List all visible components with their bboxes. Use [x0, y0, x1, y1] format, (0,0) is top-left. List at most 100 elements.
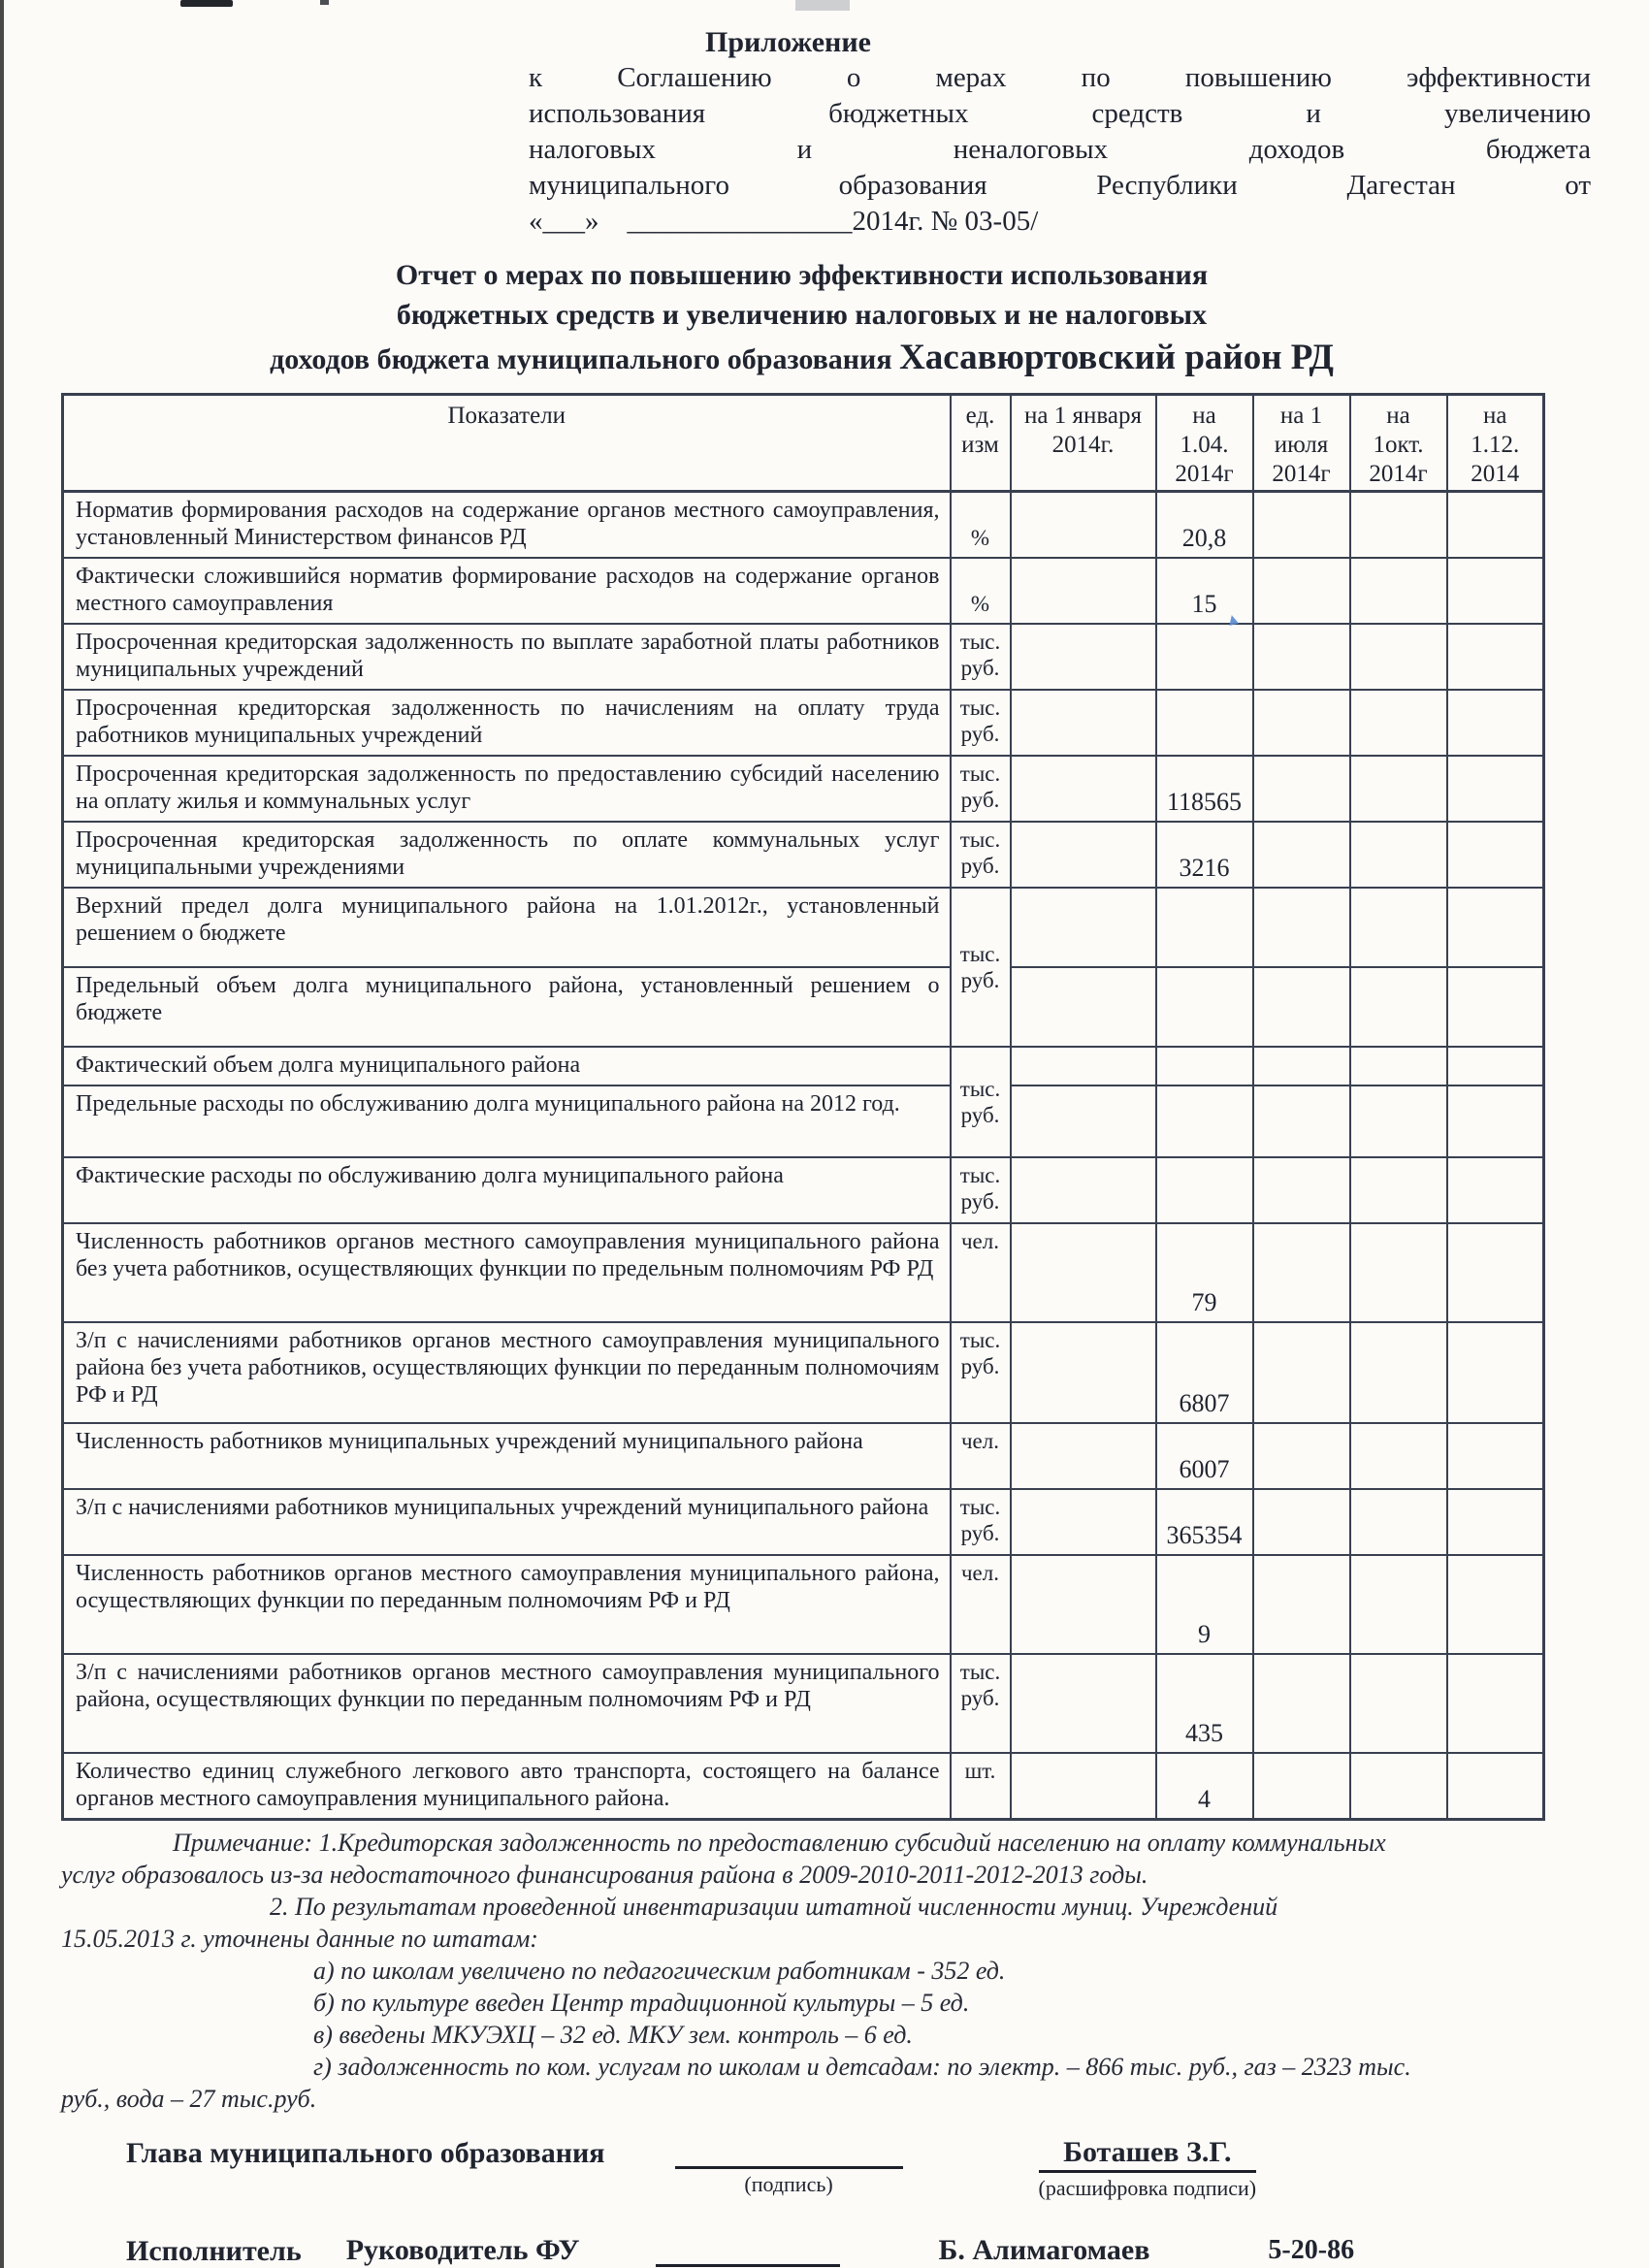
appendix-line: муниципального образования Республики Да…	[529, 170, 1591, 201]
table-row: Верхний предел долга муниципального райо…	[61, 887, 1545, 1048]
value-cell	[1445, 887, 1545, 968]
value-cell	[1154, 689, 1254, 757]
head-signature-slot: (подпись)	[674, 2136, 903, 2197]
table-row: Фактически сложившийся норматив формиров…	[61, 557, 1545, 625]
value-cell	[1445, 1156, 1545, 1224]
value-cell	[1445, 821, 1545, 889]
row-unit: тыс. руб.	[949, 623, 1012, 691]
scan-top-artifact	[795, 0, 850, 11]
row-label: Просроченная кредиторская задолженность …	[61, 689, 952, 757]
value-cell	[1009, 1085, 1157, 1158]
value-cell	[1348, 1752, 1448, 1821]
indicators-table: Показатели ед. изм на 1 января 2014г. на…	[61, 393, 1545, 1821]
note-line: руб., вода – 27 тыс.руб.	[61, 2085, 317, 2113]
value-cell	[1445, 1752, 1545, 1821]
value-cell	[1009, 1321, 1157, 1424]
note-line: б) по культуре введен Центр традиционной…	[313, 1989, 970, 2017]
row-unit: чел.	[949, 1554, 1012, 1655]
note-line: 15.05.2013 г. уточнены данные по штатам:	[61, 1925, 538, 1953]
col-header-oct: на 1окт. 2014г	[1348, 393, 1448, 493]
row-unit: %	[949, 490, 1012, 559]
value-cell	[1348, 490, 1448, 559]
row-unit: %	[949, 557, 1012, 625]
value-cell	[1009, 1422, 1157, 1490]
row-label: Просроченная кредиторская задолженность …	[61, 821, 952, 889]
value-cell	[1348, 1085, 1448, 1158]
table-row: З/п с начислениями работников органов ме…	[61, 1653, 1545, 1754]
value-cell	[1445, 1046, 1545, 1086]
row-label: Численность работников органов местного …	[61, 1222, 952, 1323]
table-row: Просроченная кредиторская задолженность …	[61, 689, 1545, 757]
value-cell	[1348, 623, 1448, 691]
value-cell	[1251, 966, 1351, 1048]
value-cell	[1445, 1085, 1545, 1158]
executor-title: Исполнитель	[126, 2235, 302, 2267]
note-line: а) по школам увеличено по педагогическим…	[313, 1957, 1006, 1985]
report-title: Отчет о мерах по повышению эффективности…	[61, 255, 1542, 383]
table-row: Количество единиц служебного легкового а…	[61, 1752, 1545, 1821]
value-cell-apr: 6807	[1154, 1321, 1254, 1424]
value-cell	[1348, 755, 1448, 823]
head-title: Глава муниципального образования	[126, 2137, 605, 2169]
col-header-indicators: Показатели	[61, 393, 952, 493]
row-label: З/п с начислениями работников органов ме…	[61, 1653, 952, 1754]
head-signature-row: Глава муниципального образования (подпис…	[126, 2136, 1649, 2201]
value-cell	[1009, 755, 1157, 823]
value-cell	[1251, 887, 1351, 968]
notes-block: Примечание: 1.Кредиторская задолженность…	[61, 1827, 1610, 2115]
value-cell	[1154, 623, 1254, 691]
value-cell	[1154, 1085, 1254, 1158]
scan-top-artifact	[180, 0, 233, 7]
district-name: Хасавюртовский район РД	[899, 338, 1334, 377]
value-cell	[1445, 557, 1545, 625]
value-cell	[1251, 1488, 1351, 1556]
value-cell	[1445, 1321, 1545, 1424]
value-cell-apr: 15	[1154, 557, 1254, 625]
value-cell-apr: 4	[1154, 1752, 1254, 1821]
table-row: З/п с начислениями работников органов ме…	[61, 1321, 1545, 1424]
row-unit: тыс. руб.	[949, 1488, 1012, 1556]
executor-phone: 5-20-86	[1254, 2234, 1368, 2268]
executor-name: Б. Алимагомаев	[923, 2234, 1166, 2268]
value-cell	[1251, 755, 1351, 823]
value-cell	[1348, 1156, 1448, 1224]
signature-line	[674, 2136, 903, 2169]
table-row: Фактические расходы по обслуживанию долг…	[61, 1156, 1545, 1224]
report-title-prefix: доходов бюджета муниципального образован…	[270, 343, 900, 375]
value-cell	[1348, 966, 1448, 1048]
appendix-line: использования бюджетных средств и увелич…	[529, 98, 1591, 129]
value-cell	[1009, 689, 1157, 757]
scan-top-artifact	[320, 0, 329, 5]
col-header-dec: на 1.12. 2014	[1445, 393, 1545, 493]
note-line: услуг образовалось из-за недостаточного …	[61, 1861, 1148, 1889]
value-cell	[1251, 1156, 1351, 1224]
value-cell	[1251, 821, 1351, 889]
signature-sublabel: (подпись)	[744, 2172, 833, 2196]
value-cell	[1348, 1488, 1448, 1556]
value-cell-apr: 3216	[1154, 821, 1254, 889]
note-line: в) введены МКУЭХЦ – 32 ед. МКУ зем. конт…	[313, 2021, 913, 2049]
executor-position-slot: Руководитель ФУ (должность)	[331, 2234, 596, 2268]
value-cell	[1154, 1156, 1254, 1224]
value-cell	[1348, 1422, 1448, 1490]
value-cell	[1348, 1222, 1448, 1323]
row-unit: тыс. руб.	[949, 1156, 1012, 1224]
row-label: Предельные расходы по обслуживанию долга…	[61, 1085, 952, 1158]
value-cell-apr: 79	[1154, 1222, 1254, 1323]
row-label: Численность работников муниципальных учр…	[61, 1422, 952, 1490]
table-row: Просроченная кредиторская задолженность …	[61, 623, 1545, 691]
value-cell	[1251, 490, 1351, 559]
table-row: Просроченная кредиторская задолженность …	[61, 755, 1545, 823]
executor-position: Руководитель ФУ	[331, 2234, 596, 2268]
value-cell	[1348, 821, 1448, 889]
value-cell	[1445, 755, 1545, 823]
value-cell	[1009, 1752, 1157, 1821]
value-cell	[1154, 1046, 1254, 1086]
value-cell	[1445, 689, 1545, 757]
value-cell-apr: 9	[1154, 1554, 1254, 1655]
value-cell	[1251, 1422, 1351, 1490]
signature-line	[655, 2234, 840, 2267]
value-cell	[1251, 1321, 1351, 1424]
table-header-row: Показатели ед. изм на 1 января 2014г. на…	[61, 393, 1545, 493]
